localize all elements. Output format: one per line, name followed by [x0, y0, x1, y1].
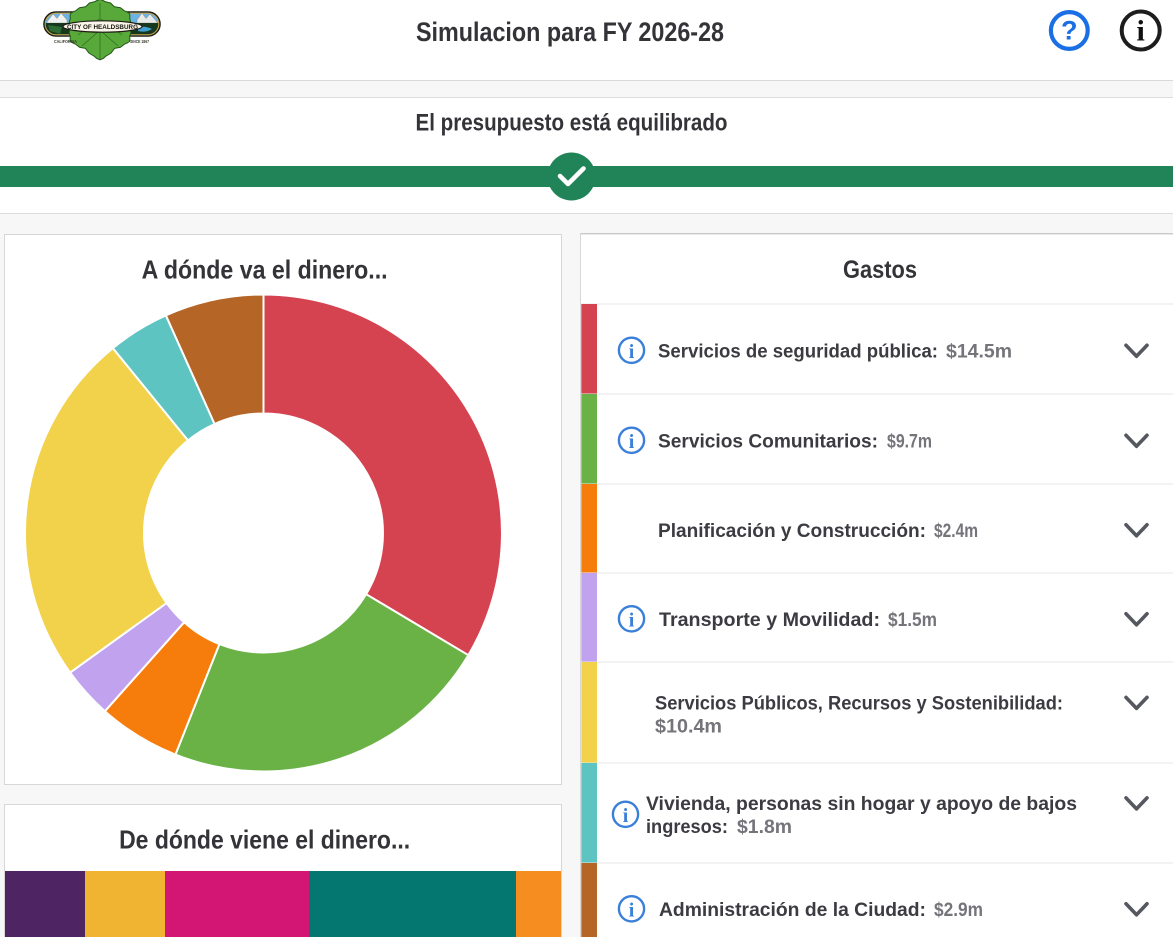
- svg-text:El presupuesto está equilibrad: El presupuesto está equilibrado: [416, 110, 728, 137]
- svg-text:$2.4m: $2.4m: [934, 520, 978, 542]
- svg-text:i: i: [629, 431, 635, 453]
- svg-text:$10.4m: $10.4m: [655, 715, 722, 737]
- svg-text:i: i: [623, 805, 629, 827]
- svg-text:A dónde va el dinero...: A dónde va el dinero...: [142, 254, 388, 284]
- svg-text:ingresos:: ingresos:: [646, 816, 728, 838]
- svg-text:Servicios Comunitarios:: Servicios Comunitarios:: [658, 430, 878, 452]
- svg-text:$9.7m: $9.7m: [887, 430, 932, 452]
- svg-text:i: i: [1137, 15, 1145, 48]
- svg-text:$2.9m: $2.9m: [934, 899, 983, 921]
- svg-text:$1.8m: $1.8m: [737, 816, 792, 838]
- svg-text:De dónde viene el dinero...: De dónde viene el dinero...: [119, 824, 410, 854]
- svg-text:Planificación y Construcción:: Planificación y Construcción:: [658, 520, 926, 542]
- svg-text:CITY OF HEALDSBURG: CITY OF HEALDSBURG: [67, 24, 138, 31]
- svg-text:Servicios Públicos, Recursos y: Servicios Públicos, Recursos y Sostenibi…: [655, 693, 1063, 715]
- svg-text:$14.5m: $14.5m: [946, 340, 1012, 362]
- svg-text:CALIFORNIA: CALIFORNIA: [54, 39, 77, 45]
- svg-text:Simulacion para FY 2026-28: Simulacion para FY 2026-28: [416, 17, 724, 47]
- svg-text:Transporte y Movilidad:: Transporte y Movilidad:: [659, 609, 880, 631]
- svg-text:?: ?: [1061, 16, 1078, 46]
- svg-text:i: i: [629, 899, 635, 921]
- svg-text:Vivienda, personas sin hogar y: Vivienda, personas sin hogar y apoyo de …: [646, 793, 1077, 815]
- svg-text:Gastos: Gastos: [843, 256, 917, 284]
- svg-text:i: i: [629, 341, 635, 363]
- svg-text:$1.5m: $1.5m: [888, 609, 937, 631]
- svg-text:Servicios de seguridad pública: Servicios de seguridad pública:: [658, 340, 938, 362]
- svg-text:Administración de la Ciudad:: Administración de la Ciudad:: [659, 899, 926, 921]
- svg-text:i: i: [629, 609, 635, 631]
- svg-text:SINCE 1867: SINCE 1867: [130, 39, 149, 45]
